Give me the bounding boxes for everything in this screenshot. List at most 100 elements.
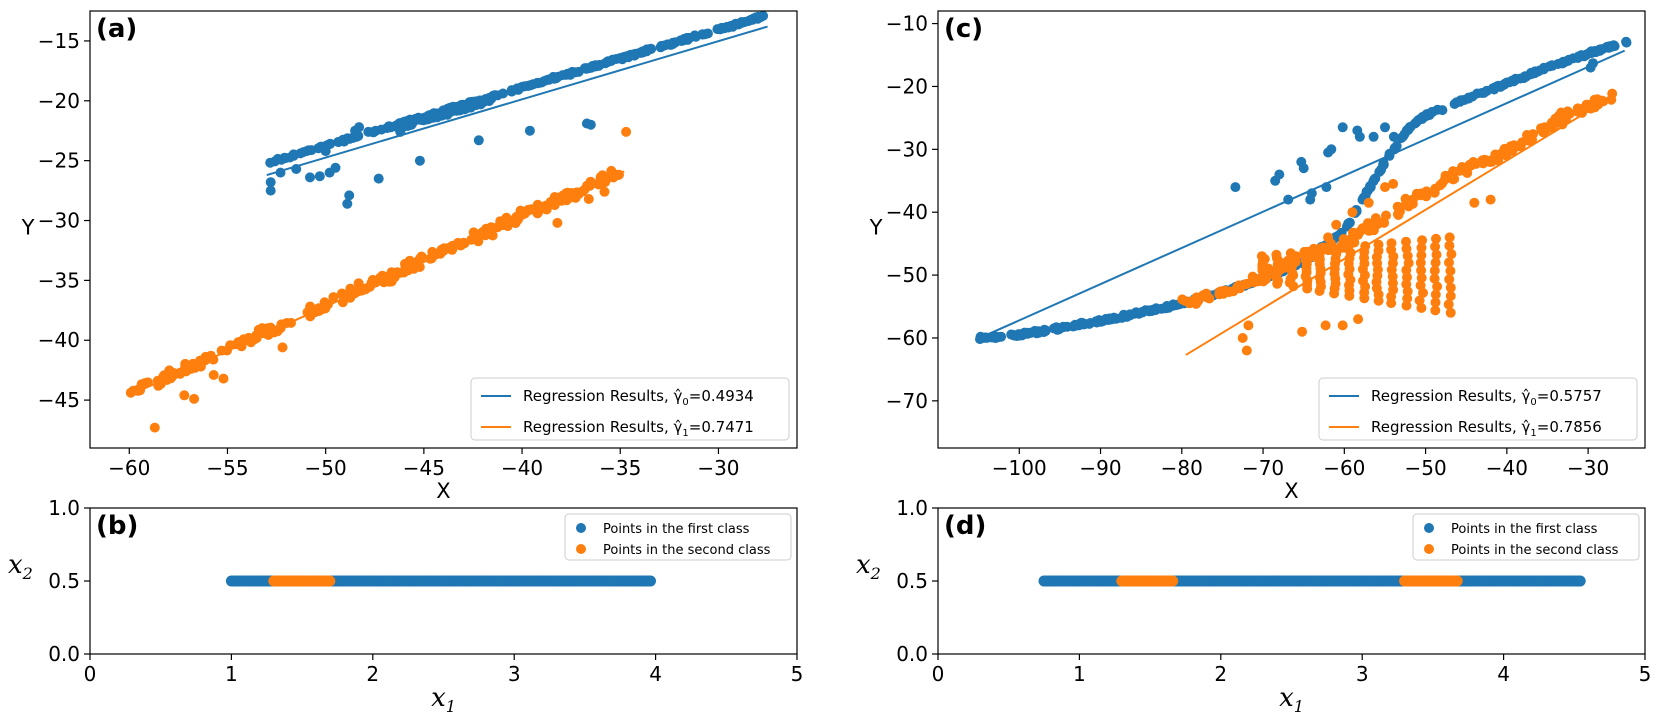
- y-tick-label: −45: [38, 388, 80, 412]
- panel-label-b: (b): [96, 511, 138, 541]
- data-point: [1230, 182, 1241, 193]
- data-point: [1302, 283, 1313, 294]
- legend-c: Regression Results, γ̂0=0.5757 Regression…: [1318, 377, 1638, 441]
- data-point: [1331, 219, 1342, 230]
- data-point: [333, 137, 344, 147]
- legend-box: [470, 377, 790, 441]
- data-point: [1368, 131, 1379, 142]
- data-point: [1443, 299, 1454, 310]
- data-point: [272, 153, 283, 164]
- data-point: [1040, 326, 1051, 337]
- data-point: [1546, 60, 1557, 71]
- data-point: [305, 172, 315, 183]
- plot-area-a: [125, 11, 769, 433]
- data-point: [1006, 329, 1017, 340]
- x-tick-label: −70: [1242, 456, 1284, 480]
- legend-b: Points in the first class Points in the s…: [564, 513, 792, 561]
- data-point: [1337, 320, 1348, 331]
- data-point: [303, 145, 314, 156]
- data-point: [1243, 320, 1254, 331]
- legend-box: [1318, 377, 1638, 441]
- data-point: [583, 194, 594, 204]
- data-point: [1606, 41, 1617, 52]
- data-point: [1298, 163, 1309, 174]
- data-point: [479, 96, 489, 107]
- data-point: [603, 56, 614, 67]
- data-point: [1421, 191, 1432, 202]
- series-first-class: [1038, 575, 1586, 587]
- x-tick-label: −55: [206, 456, 248, 480]
- data-point: [218, 373, 229, 384]
- data-point: [1235, 280, 1246, 291]
- data-point: [1415, 280, 1426, 291]
- data-point: [690, 31, 701, 42]
- data-point: [1485, 194, 1496, 205]
- data-point: [320, 146, 331, 157]
- y-tick-label: −50: [886, 263, 928, 287]
- data-point: [325, 138, 336, 149]
- y-tick-label: −20: [886, 74, 928, 98]
- data-point: [1241, 345, 1252, 356]
- data-point: [1416, 272, 1427, 283]
- data-point: [277, 342, 288, 353]
- data-point: [1430, 297, 1441, 308]
- data-point: [1444, 274, 1455, 285]
- data-point: [524, 125, 535, 136]
- data-point: [1413, 115, 1424, 126]
- y-tick-label: −40: [38, 328, 80, 352]
- x-tick-label: −90: [1079, 456, 1121, 480]
- x-tick-label: 4: [649, 662, 662, 686]
- data-point: [656, 41, 667, 52]
- data-point: [404, 117, 415, 128]
- data-point: [1380, 182, 1390, 193]
- data-point: [460, 103, 471, 114]
- x-tick-label: 5: [1639, 662, 1652, 686]
- series-second-class: [268, 575, 336, 587]
- legend-a: Regression Results, γ̂0=0.4934 Regression…: [470, 377, 790, 441]
- data-point: [1320, 320, 1331, 331]
- x-tick-label: −50: [1404, 456, 1446, 480]
- data-point: [1323, 232, 1334, 243]
- data-point: [468, 227, 479, 238]
- data-point: [565, 69, 576, 80]
- data-point: [354, 122, 365, 133]
- legend-label: Regression Results, γ̂1=0.7856: [1371, 418, 1602, 439]
- data-point: [1202, 292, 1213, 303]
- data-point: [498, 88, 508, 99]
- data-point: [1418, 287, 1428, 298]
- legend-marker: [576, 544, 586, 554]
- chart-b: 0 1 2 3 4 5 0.0 0.5 1.0 (b) x1 x2 Points in the firs…: [8, 496, 803, 716]
- data-point: [1376, 217, 1387, 228]
- data-point: [1430, 305, 1441, 316]
- y-tick-label: −15: [38, 29, 80, 53]
- x-tick-label: 2: [366, 662, 379, 686]
- legend-label: Points in the first class: [1451, 522, 1598, 537]
- data-point: [621, 126, 632, 137]
- data-point: [1365, 181, 1375, 192]
- data-point: [1430, 257, 1441, 268]
- data-point: [208, 370, 219, 380]
- data-point: [1363, 225, 1374, 236]
- x-tick-label: 3: [1356, 662, 1369, 686]
- y-axis-label: Y: [21, 216, 35, 240]
- legend-d: Points in the first class Points in the s…: [1412, 513, 1640, 561]
- y-tick-label: 1.0: [48, 496, 80, 520]
- data-point: [1378, 159, 1389, 170]
- data-point: [1177, 294, 1188, 305]
- regression-line-1: [128, 170, 625, 397]
- data-point: [473, 135, 484, 146]
- regression-line-0: [986, 49, 1626, 336]
- data-point: [1499, 143, 1510, 154]
- data-point: [1507, 75, 1518, 86]
- data-point: [324, 575, 336, 587]
- legend-label: Points in the second class: [1451, 543, 1619, 558]
- y-tick-label: 1.0: [896, 496, 928, 520]
- data-point: [470, 96, 481, 107]
- series-second-class: [1177, 88, 1618, 356]
- data-point: [1430, 289, 1441, 300]
- data-point: [1451, 575, 1463, 587]
- x-tick-label: 1: [225, 662, 238, 686]
- data-point: [422, 112, 433, 123]
- data-point: [544, 74, 555, 85]
- data-point: [1337, 122, 1348, 133]
